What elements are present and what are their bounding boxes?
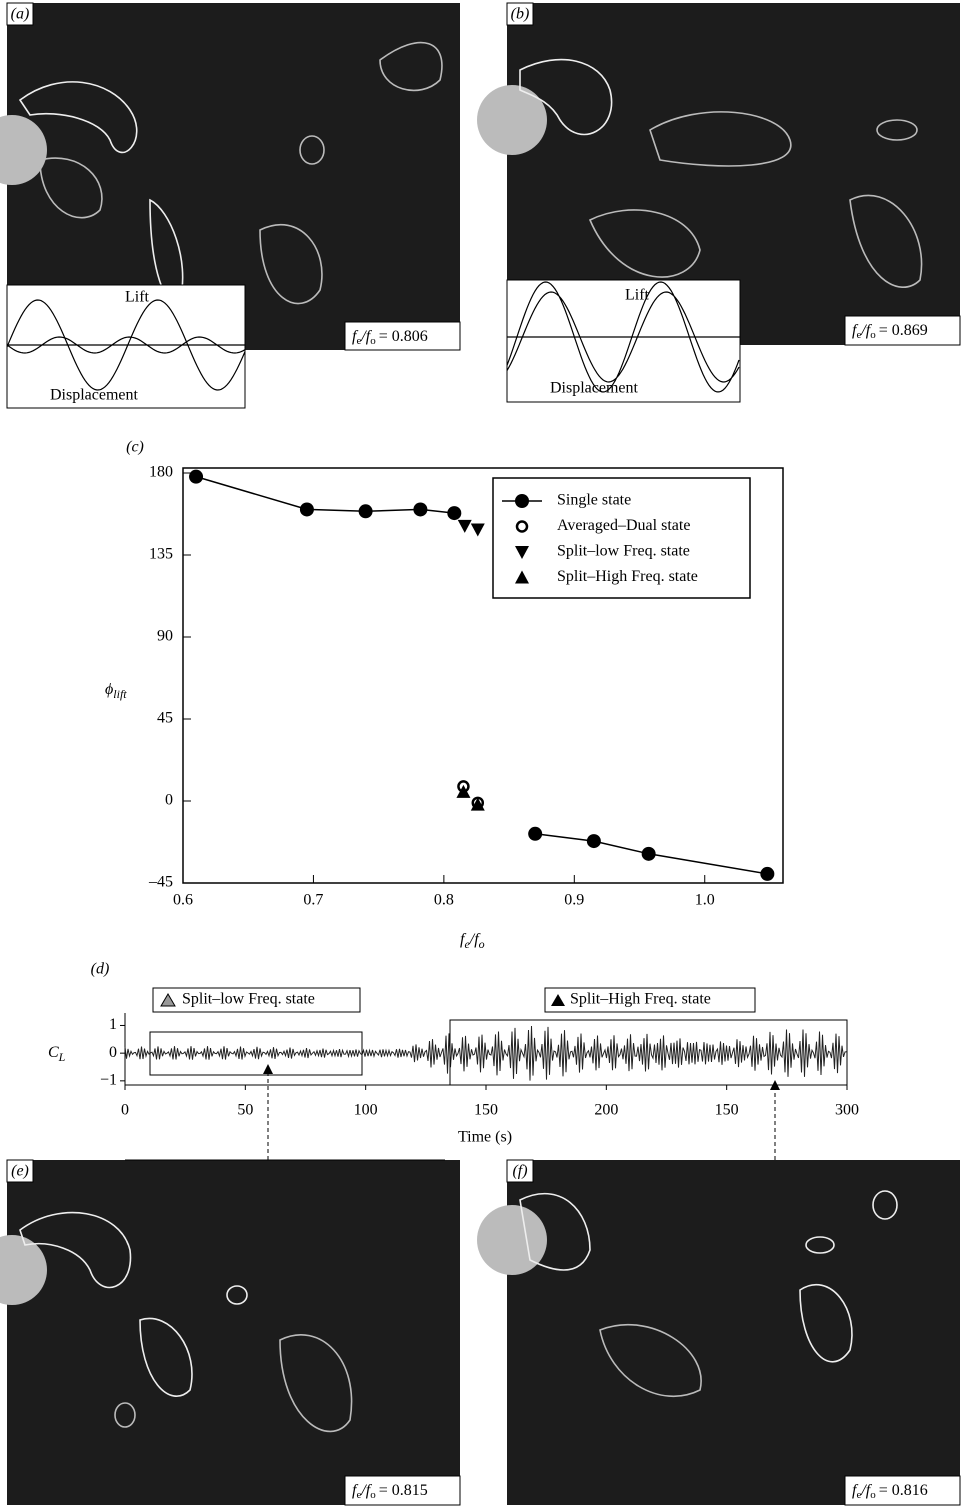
marker <box>300 502 314 516</box>
x-tick-label: 300 <box>835 1102 859 1119</box>
ratio-caption: fe/fo= 0.816 <box>852 1482 928 1501</box>
ratio-caption: fe/fo= 0.869 <box>852 322 928 341</box>
marker <box>359 504 373 518</box>
y-tick-label: −1 <box>100 1072 117 1089</box>
legend-label: Split–High Freq. state <box>557 568 698 585</box>
legend-label: Averaged–Dual state <box>557 517 690 534</box>
ratio-caption: fe/fo= 0.815 <box>352 1482 428 1501</box>
y-tick-label: 90 <box>157 628 173 645</box>
ratio-caption: fe/fo= 0.806 <box>352 328 428 347</box>
y-tick-label: 0 <box>165 792 173 809</box>
signal-trace <box>125 1026 847 1081</box>
panel-a: (a) Lift Displacement fe/fo= 0.806 <box>0 3 460 408</box>
annotation: Split–low Freq. state <box>182 991 315 1008</box>
x-tick-label: 0.8 <box>434 892 454 909</box>
panel-f: (f) fe/fo= 0.816 <box>477 1160 960 1505</box>
y-axis-label: ϕlift <box>105 681 127 701</box>
marker <box>587 834 601 848</box>
panel-label: (f) <box>512 1163 527 1180</box>
marker <box>515 494 529 508</box>
x-tick-label: 1.0 <box>695 892 715 909</box>
inset-label: Lift <box>125 289 150 306</box>
x-tick-label: 150 <box>715 1102 739 1119</box>
marker <box>528 827 542 841</box>
legend-label: Split–low Freq. state <box>557 543 690 560</box>
x-axis-label: fe/fo <box>460 931 485 951</box>
legend-label: Single state <box>557 492 631 509</box>
annotation: Split–High Freq. state <box>570 991 711 1008</box>
panel-label: (b) <box>511 6 530 23</box>
panel-label: (e) <box>11 1163 29 1180</box>
marker <box>447 506 461 520</box>
marker <box>760 867 774 881</box>
figure: (a) Lift Displacement fe/fo= 0.806 (b) L… <box>0 0 961 1509</box>
x-tick-label: 150 <box>474 1102 498 1119</box>
x-tick-label: 0.6 <box>173 892 193 909</box>
y-axis-label: CL <box>48 1044 66 1064</box>
marker <box>642 847 656 861</box>
inset-label: Displacement <box>550 380 639 397</box>
panel-label: (d) <box>91 961 110 978</box>
marker <box>471 523 485 536</box>
panel-label: (a) <box>11 6 30 23</box>
y-tick-label: 0 <box>109 1044 117 1061</box>
panel-b: (b) Lift Displacement fe/fo= 0.869 <box>477 3 960 402</box>
panel-label: (c) <box>126 439 144 456</box>
x-tick-label: 100 <box>354 1102 378 1119</box>
x-tick-label: 0.9 <box>564 892 584 909</box>
y-tick-label: 1 <box>109 1016 117 1033</box>
y-tick-label: 45 <box>157 710 173 727</box>
inset-label: Lift <box>625 287 650 304</box>
x-tick-label: 0 <box>121 1102 129 1119</box>
x-axis-label: Time (s) <box>458 1129 512 1146</box>
y-tick-label: 180 <box>149 464 173 481</box>
y-tick-label: 135 <box>149 546 173 563</box>
x-tick-label: 200 <box>594 1102 618 1119</box>
marker <box>458 520 472 533</box>
y-tick-label: –45 <box>148 874 173 891</box>
x-tick-label: 50 <box>237 1102 253 1119</box>
marker <box>413 502 427 516</box>
x-tick-label: 0.7 <box>303 892 323 909</box>
panel-e: (e) fe/fo= 0.815 <box>0 1160 460 1505</box>
marker <box>189 470 203 484</box>
